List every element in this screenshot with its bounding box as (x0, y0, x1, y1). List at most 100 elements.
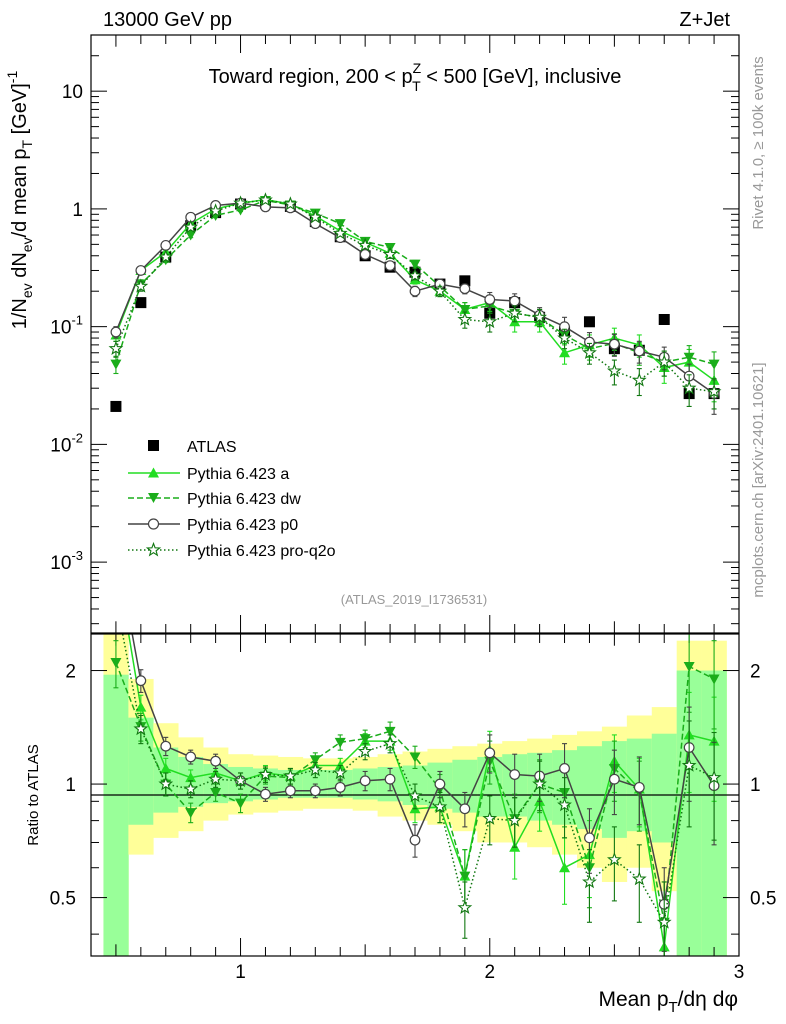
point-pythia-6-423-p0 (409, 285, 421, 297)
ratio-y-tick-labels: 0.5 0.5 1 1 2 2 (50, 662, 777, 910)
ratio-point-pythia-6-423-pro-q2o (507, 812, 523, 827)
legend-pythia-p0-marker (147, 518, 160, 530)
ratio-frame (90, 633, 740, 957)
ratio-point-pythia-6-423-a (185, 772, 197, 783)
legend-entry-pythia-proq2o: Pythia 6.423 pro-q2o (128, 541, 336, 560)
ratio-point-pythia-6-423-pro-q2o (482, 810, 498, 825)
x-tick-label: 3 (734, 962, 745, 983)
point-pythia-6-423-pro-q2o (357, 237, 373, 252)
mcplots-label: mcplots.cern.ch [arXiv:2401.10621] (750, 362, 767, 597)
ratio-point-pythia-6-423-pro-q2o (432, 799, 448, 814)
main-y-tick-label: 10-2 (50, 430, 83, 456)
ratio-point-pythia-6-423-dw (334, 737, 346, 748)
point-pythia-6-423-dw (110, 359, 122, 370)
main-y-tick-label: 10-3 (50, 548, 83, 574)
point-pythia-6-423-p0 (509, 295, 521, 307)
point-pythia-6-423-pro-q2o (382, 246, 398, 261)
point-pythia-6-423-dw (334, 219, 346, 230)
legend-entry-pythia-p0: Pythia 6.423 p0 (128, 517, 298, 534)
main-y-tick-labels: 10-3 10-2 10-1 1 10 (50, 82, 83, 574)
ratio-point-pythia-6-423-a (160, 762, 172, 773)
ratio-point-pythia-6-423-p0 (559, 763, 570, 774)
point-pythia-6-423-pro-q2o (108, 340, 124, 355)
point-pythia-6-423-pro-q2o (656, 354, 672, 369)
ratio-point-pythia-6-423-pro-q2o (532, 776, 548, 791)
ratio-point-pythia-6-423-p0 (160, 740, 172, 752)
legend-pythia-dw-label: Pythia 6.423 dw (187, 491, 301, 508)
ratio-point-pythia-6-423-p0 (135, 675, 147, 687)
ratio-point-pythia-6-423-p0 (284, 785, 296, 797)
ratio-point-pythia-6-423-pro-q2o (357, 743, 373, 758)
point-pythia-6-423-pro-q2o (706, 383, 722, 399)
ratio-axis-ticks (90, 634, 740, 956)
ratio-y-tick-label-right: 1 (750, 775, 761, 796)
ratio-point-pythia-6-423-p0 (633, 781, 645, 793)
legend: ATLAS Pythia 6.423 a Pythia 6.423 dw Pyt… (128, 439, 336, 560)
point-pythia-6-423-pro-q2o (233, 195, 248, 210)
point-pythia-6-423-pro-q2o (307, 209, 323, 224)
plot-title-after: < 500 [GeV], inclusive (421, 66, 622, 88)
ratio-point-pythia-6-423-pro-q2o (407, 788, 423, 803)
ratio-point-pythia-6-423-dw (235, 798, 247, 809)
main-y-tick-label: 10-1 (50, 313, 83, 339)
ratio-point-pythia-6-423-p0 (210, 755, 222, 767)
point-pythia-6-423-p0 (608, 338, 620, 350)
ratio-point-pythia-6-423-p0 (584, 832, 595, 844)
ratio-point-pythia-6-423-pro-q2o (133, 721, 149, 736)
main-y-tick-label: 10 (62, 82, 83, 103)
point-pythia-6-423-dw (185, 230, 197, 241)
ratio-point-pythia-6-423-p0 (608, 773, 620, 785)
ratio-point-pythia-6-423-p0 (260, 788, 271, 800)
ratio-point-pythia-6-423-p0 (434, 778, 446, 790)
point-pythia-6-423-pro-q2o (332, 225, 348, 240)
ratio-point-pythia-6-423-p0 (359, 775, 371, 787)
point-pythia-6-423-pro-q2o (158, 249, 174, 264)
ratio-point-pythia-6-423-a (559, 862, 571, 873)
legend-atlas-marker (148, 440, 159, 451)
ratio-point-pythia-6-423-p0 (309, 785, 321, 797)
point-pythia-6-423-p0 (384, 260, 396, 271)
main-panel: Toward region, 200 < pZ T < 500 [GeV], in… (4, 34, 740, 633)
ratio-series-pythia-6-423-pro-q2o (121, 634, 722, 956)
ratio-point-pythia-6-423-pro-q2o (606, 851, 622, 867)
ratio-point-pythia-6-423-pro-q2o (582, 874, 597, 889)
ratio-point-pythia-6-423-dw (110, 658, 122, 669)
point-pythia-6-423-p0 (359, 249, 371, 260)
point-pythia-6-423-p0 (633, 345, 645, 357)
point-pythia-6-423-pro-q2o (557, 330, 572, 345)
ratio-point-pythia-6-423-pro-q2o (681, 757, 697, 772)
point-atlas (459, 275, 471, 287)
plot-title-sub: T (412, 78, 421, 94)
legend-pythia-proq2o-label: Pythia 6.423 pro-q2o (187, 543, 336, 560)
point-pythia-6-423-pro-q2o (532, 309, 548, 324)
ratio-point-pythia-6-423-dw (459, 871, 471, 882)
band-inner-bin (651, 733, 677, 843)
main-y-axis-label: 1/Nev dNev/d mean pT [GeV]-1 (4, 71, 35, 330)
plot-title-sup: Z (413, 60, 422, 76)
point-pythia-6-423-dw (459, 304, 471, 315)
point-pythia-6-423-pro-q2o (133, 278, 149, 293)
series-pythia-6-423-pro-q2o (108, 192, 722, 410)
energy-label: 13000 GeV pp (103, 9, 232, 31)
ratio-point-pythia-6-423-pro-q2o (233, 773, 248, 788)
ratio-point-pythia-6-423-p0 (509, 769, 521, 780)
point-pythia-6-423-pro-q2o (631, 372, 647, 387)
ratio-point-pythia-6-423-dw (359, 734, 371, 745)
legend-entry-pythia-a: Pythia 6.423 a (128, 466, 289, 483)
ratio-point-pythia-6-423-p0 (459, 803, 471, 815)
ratio-point-pythia-6-423-pro-q2o (382, 735, 398, 750)
legend-pythia-a-marker (148, 467, 159, 478)
ratio-point-pythia-6-423-pro-q2o (557, 797, 572, 812)
point-pythia-6-423-dw (683, 352, 695, 363)
point-atlas (583, 316, 595, 328)
x-axis-label: Mean pT/dη dφ (598, 988, 738, 1016)
ratio-y-tick-label: 0.5 (50, 889, 76, 910)
point-pythia-6-423-dw (708, 359, 720, 370)
ratio-point-pythia-6-423-dw (683, 662, 695, 673)
point-pythia-6-423-p0 (459, 283, 471, 295)
legend-entry-atlas: ATLAS (148, 439, 237, 456)
x-tick-label: 2 (484, 962, 495, 983)
ratio-point-pythia-6-423-p0 (484, 747, 496, 759)
legend-pythia-proq2o-marker (145, 541, 162, 557)
ratio-point-pythia-6-423-dw (210, 787, 222, 798)
